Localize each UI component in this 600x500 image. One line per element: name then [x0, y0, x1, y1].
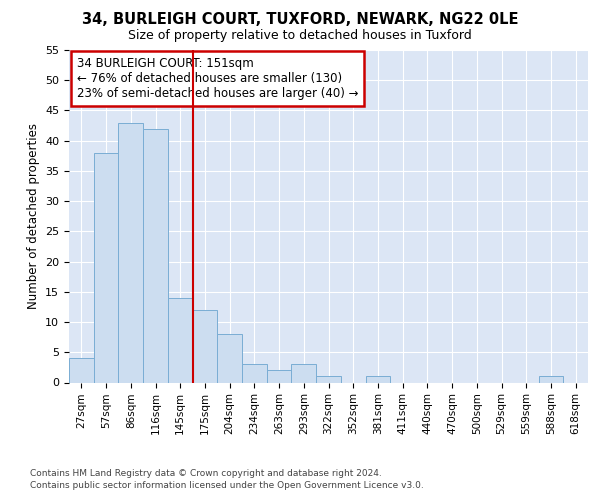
- Bar: [193, 310, 217, 382]
- Bar: [267, 370, 292, 382]
- Text: Contains HM Land Registry data © Crown copyright and database right 2024.: Contains HM Land Registry data © Crown c…: [30, 469, 382, 478]
- Text: 34 BURLEIGH COURT: 151sqm
← 76% of detached houses are smaller (130)
23% of semi: 34 BURLEIGH COURT: 151sqm ← 76% of detac…: [77, 56, 358, 100]
- Bar: [118, 122, 143, 382]
- Text: Size of property relative to detached houses in Tuxford: Size of property relative to detached ho…: [128, 29, 472, 42]
- Bar: [242, 364, 267, 382]
- Bar: [365, 376, 390, 382]
- Bar: [316, 376, 341, 382]
- Bar: [94, 153, 118, 382]
- Y-axis label: Number of detached properties: Number of detached properties: [26, 123, 40, 309]
- Bar: [539, 376, 563, 382]
- Bar: [69, 358, 94, 382]
- Text: 34, BURLEIGH COURT, TUXFORD, NEWARK, NG22 0LE: 34, BURLEIGH COURT, TUXFORD, NEWARK, NG2…: [82, 12, 518, 28]
- Bar: [292, 364, 316, 382]
- Bar: [168, 298, 193, 382]
- Bar: [217, 334, 242, 382]
- Text: Contains public sector information licensed under the Open Government Licence v3: Contains public sector information licen…: [30, 481, 424, 490]
- Bar: [143, 128, 168, 382]
